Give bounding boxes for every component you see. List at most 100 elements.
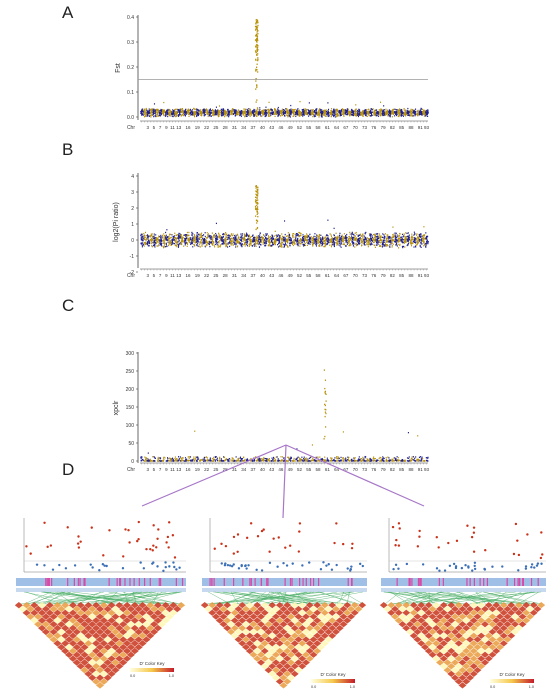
data-point <box>172 111 174 113</box>
data-point <box>377 239 379 241</box>
data-point <box>287 116 289 118</box>
data-point <box>160 241 162 243</box>
data-point <box>300 239 302 242</box>
data-point <box>173 235 175 237</box>
data-point <box>373 244 375 246</box>
data-point <box>214 235 216 237</box>
data-point <box>193 238 195 240</box>
data-point <box>169 115 171 117</box>
data-point <box>232 240 234 243</box>
data-point <box>188 110 190 113</box>
data-point <box>269 241 271 243</box>
data-point <box>168 235 170 237</box>
data-point <box>425 109 427 112</box>
peak-point <box>257 46 259 49</box>
data-point <box>305 235 307 237</box>
data-point <box>217 110 219 112</box>
data-point <box>257 241 259 243</box>
data-point <box>202 110 204 112</box>
data-point <box>411 112 413 114</box>
data-point <box>319 112 321 115</box>
data-point <box>179 110 181 112</box>
peak-point <box>256 107 259 109</box>
data-point <box>415 238 417 241</box>
data-point <box>378 240 380 242</box>
data-point <box>385 244 387 246</box>
data-point <box>355 244 357 247</box>
data-point <box>346 108 349 110</box>
data-point <box>395 244 397 246</box>
data-point <box>178 232 180 235</box>
data-point <box>350 113 352 115</box>
data-point <box>321 242 323 244</box>
data-point <box>193 239 195 241</box>
data-point <box>258 236 260 238</box>
data-point <box>162 234 164 237</box>
data-point <box>204 239 206 241</box>
data-point <box>141 244 143 247</box>
data-point <box>418 242 420 244</box>
data-point <box>258 243 260 246</box>
data-point <box>312 113 314 115</box>
data-point <box>206 243 208 246</box>
data-point <box>314 115 316 117</box>
data-point <box>209 240 211 243</box>
peak-point <box>257 59 259 61</box>
data-point <box>255 245 257 247</box>
y-tick-label: 0.2 <box>127 65 134 71</box>
data-point <box>155 237 157 239</box>
data-point <box>352 245 354 247</box>
data-point <box>249 108 251 111</box>
data-point <box>153 240 156 243</box>
data-point <box>336 114 338 116</box>
data-point <box>390 242 392 244</box>
data-point <box>261 236 263 238</box>
data-point <box>426 111 428 114</box>
data-point <box>222 236 224 239</box>
data-point <box>321 238 323 240</box>
data-point <box>292 235 294 237</box>
data-point <box>420 246 422 249</box>
data-point <box>159 109 161 112</box>
data-point <box>342 240 344 243</box>
data-point <box>324 115 326 117</box>
data-point <box>166 245 168 247</box>
data-point <box>404 110 406 113</box>
data-point <box>240 115 242 117</box>
data-point <box>288 233 291 236</box>
data-point <box>395 113 397 115</box>
data-point <box>221 113 223 116</box>
data-point <box>154 244 156 246</box>
data-point <box>326 240 328 243</box>
data-point <box>174 115 176 117</box>
data-point <box>209 237 211 239</box>
data-point <box>265 242 268 244</box>
data-point <box>200 112 202 115</box>
data-point <box>257 236 259 238</box>
x-tick-label: 93 <box>424 125 430 130</box>
data-point <box>229 245 231 247</box>
data-point <box>391 113 393 115</box>
panel-label-d: D <box>62 460 75 479</box>
data-point <box>173 112 175 114</box>
data-point <box>208 114 210 117</box>
data-point <box>314 241 316 243</box>
data-point <box>401 241 403 243</box>
data-point <box>300 113 302 115</box>
data-point <box>324 245 326 247</box>
data-point <box>230 235 232 237</box>
data-point <box>388 241 390 243</box>
data-point <box>258 110 260 112</box>
data-point <box>188 238 190 240</box>
data-point <box>396 239 398 241</box>
data-point <box>265 237 267 239</box>
data-point <box>333 234 335 237</box>
data-point <box>259 113 261 115</box>
data-point <box>161 239 163 242</box>
data-point <box>413 231 415 233</box>
data-point <box>188 240 190 242</box>
data-point <box>349 242 351 245</box>
data-point <box>324 240 326 243</box>
data-point <box>179 243 181 245</box>
data-point <box>266 233 268 235</box>
